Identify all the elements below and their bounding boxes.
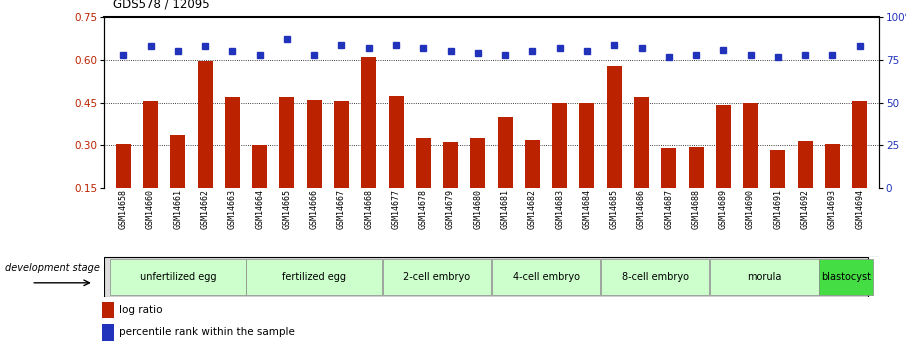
Text: GSM14678: GSM14678: [419, 189, 428, 229]
Bar: [492, 259, 601, 295]
Bar: [607, 66, 622, 231]
Bar: [825, 144, 840, 231]
Text: GSM14686: GSM14686: [637, 189, 646, 229]
Text: 4-cell embryo: 4-cell embryo: [513, 272, 580, 282]
Bar: [770, 150, 786, 231]
Text: blastocyst: blastocyst: [821, 272, 871, 282]
Text: 2-cell embryo: 2-cell embryo: [403, 272, 470, 282]
Bar: [101, 302, 114, 318]
Bar: [743, 103, 758, 231]
Text: GSM14679: GSM14679: [446, 189, 455, 229]
Text: GSM14664: GSM14664: [255, 189, 265, 229]
Text: GSM14661: GSM14661: [173, 189, 182, 229]
Bar: [634, 97, 649, 231]
Text: GSM14693: GSM14693: [828, 189, 837, 229]
Bar: [110, 259, 246, 295]
Bar: [819, 259, 873, 295]
Text: GSM14691: GSM14691: [774, 189, 783, 229]
Text: GSM14688: GSM14688: [691, 189, 700, 229]
Text: GSM14666: GSM14666: [310, 189, 319, 229]
Text: GSM14665: GSM14665: [283, 189, 292, 229]
Bar: [443, 142, 458, 231]
Bar: [389, 96, 403, 231]
Bar: [552, 103, 567, 231]
Bar: [497, 117, 513, 231]
Bar: [416, 138, 431, 231]
Text: GSM14663: GSM14663: [228, 189, 236, 229]
Text: GSM14685: GSM14685: [610, 189, 619, 229]
Bar: [797, 141, 813, 231]
Text: GSM14677: GSM14677: [391, 189, 400, 229]
Bar: [853, 101, 867, 231]
Text: GSM14690: GSM14690: [747, 189, 755, 229]
Bar: [382, 259, 491, 295]
Text: GSM14662: GSM14662: [200, 189, 209, 229]
Bar: [170, 135, 186, 231]
Text: unfertilized egg: unfertilized egg: [140, 272, 217, 282]
Text: GSM14680: GSM14680: [473, 189, 482, 229]
Text: GSM14694: GSM14694: [855, 189, 864, 229]
Bar: [580, 103, 594, 231]
Bar: [361, 57, 376, 231]
Text: development stage: development stage: [5, 263, 100, 273]
Text: GDS578 / 12095: GDS578 / 12095: [113, 0, 210, 10]
Bar: [525, 140, 540, 231]
Bar: [470, 138, 486, 231]
Text: GSM14667: GSM14667: [337, 189, 346, 229]
Bar: [307, 100, 322, 231]
Text: fertilized egg: fertilized egg: [282, 272, 346, 282]
Bar: [252, 145, 267, 231]
Text: GSM14658: GSM14658: [119, 189, 128, 229]
Text: GSM14689: GSM14689: [718, 189, 728, 229]
Text: GSM14668: GSM14668: [364, 189, 373, 229]
Bar: [334, 101, 349, 231]
Text: GSM14681: GSM14681: [501, 189, 510, 229]
Bar: [716, 106, 731, 231]
Bar: [710, 259, 818, 295]
Bar: [661, 148, 676, 231]
Text: log ratio: log ratio: [119, 305, 162, 315]
Text: morula: morula: [747, 272, 782, 282]
Bar: [225, 97, 240, 231]
Bar: [116, 144, 130, 231]
Bar: [198, 61, 213, 231]
Text: GSM14683: GSM14683: [555, 189, 564, 229]
Text: GSM14660: GSM14660: [146, 189, 155, 229]
Text: GSM14692: GSM14692: [801, 189, 810, 229]
Bar: [279, 97, 294, 231]
Bar: [143, 101, 158, 231]
Bar: [246, 259, 382, 295]
Text: GSM14684: GSM14684: [583, 189, 592, 229]
Text: GSM14682: GSM14682: [528, 189, 537, 229]
Text: GSM14687: GSM14687: [664, 189, 673, 229]
Text: percentile rank within the sample: percentile rank within the sample: [119, 327, 294, 337]
Text: 8-cell embryo: 8-cell embryo: [622, 272, 689, 282]
Bar: [101, 324, 114, 341]
Bar: [601, 259, 709, 295]
Bar: [689, 147, 704, 231]
